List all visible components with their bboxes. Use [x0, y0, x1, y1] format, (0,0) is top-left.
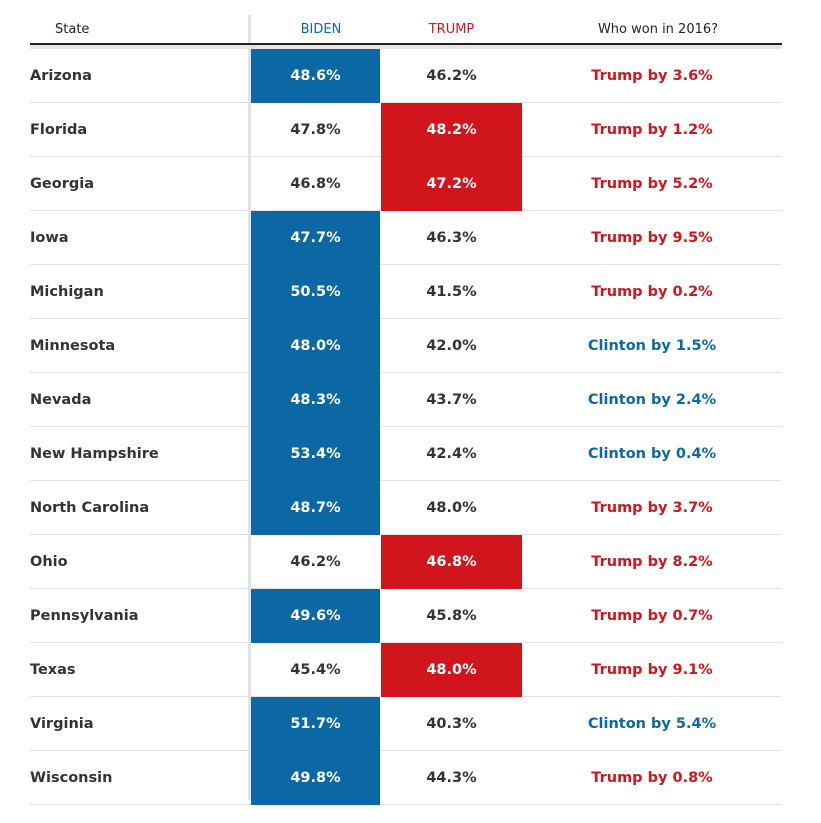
trump-value: 44.3% [426, 770, 477, 786]
biden-value: 51.7% [251, 697, 380, 751]
won-2016: Trump by 9.5% [591, 230, 713, 246]
biden-value: 49.8% [251, 751, 380, 805]
table-row: Wisconsin 49.8% 44.3% Trump by 0.8% [30, 751, 782, 805]
table-row: North Carolina 48.7% 48.0% Trump by 3.7% [30, 481, 782, 535]
state-name: Minnesota [30, 338, 116, 354]
table-header: State BIDEN TRUMP Who won in 2016? [30, 15, 782, 45]
table-row: Iowa 47.7% 46.3% Trump by 9.5% [30, 211, 782, 265]
won-2016: Clinton by 1.5% [587, 338, 717, 354]
table-row: New Hampshire 53.4% 42.4% Clinton by 0.4% [30, 427, 782, 481]
state-name: New Hampshire [30, 446, 159, 462]
biden-value: 46.8% [290, 176, 341, 192]
table-row: Nevada 48.3% 43.7% Clinton by 2.4% [30, 373, 782, 427]
header-state: State [55, 22, 90, 37]
biden-value: 47.7% [251, 211, 380, 265]
header-biden: BIDEN [300, 22, 342, 37]
table-row: Pennsylvania 49.6% 45.8% Trump by 0.7% [30, 589, 782, 643]
state-name: Florida [30, 122, 88, 138]
won-2016: Trump by 0.7% [591, 608, 713, 624]
state-name: Iowa [30, 230, 69, 246]
table-row: Virginia 51.7% 40.3% Clinton by 5.4% [30, 697, 782, 751]
biden-value: 49.6% [251, 589, 380, 643]
table-row: Arizona 48.6% 46.2% Trump by 3.6% [30, 49, 782, 103]
biden-value: 46.2% [290, 554, 341, 570]
won-2016: Trump by 9.1% [591, 662, 713, 678]
won-2016: Trump by 3.7% [591, 500, 713, 516]
table-row: Minnesota 48.0% 42.0% Clinton by 1.5% [30, 319, 782, 373]
header-separator [30, 45, 782, 49]
state-name: Georgia [30, 176, 94, 192]
trump-value: 41.5% [426, 284, 477, 300]
table-row: Michigan 50.5% 41.5% Trump by 0.2% [30, 265, 782, 319]
won-2016: Trump by 1.2% [591, 122, 713, 138]
polls-table: State BIDEN TRUMP Who won in 2016? Arizo… [30, 15, 782, 805]
table-row: Texas 45.4% 48.0% Trump by 9.1% [30, 643, 782, 697]
table-row: Georgia 46.8% 47.2% Trump by 5.2% [30, 157, 782, 211]
state-name: Nevada [30, 392, 92, 408]
trump-value: 46.2% [426, 68, 477, 84]
trump-value: 47.2% [381, 157, 522, 211]
trump-value: 48.2% [381, 103, 522, 157]
trump-value: 48.0% [426, 500, 477, 516]
trump-value: 42.4% [426, 446, 477, 462]
won-2016: Trump by 0.8% [591, 770, 713, 786]
biden-value: 48.7% [251, 481, 380, 535]
state-name: Texas [30, 662, 76, 678]
state-name: Arizona [30, 68, 92, 84]
biden-value: 48.6% [251, 49, 380, 103]
table-row: Florida 47.8% 48.2% Trump by 1.2% [30, 103, 782, 157]
trump-value: 48.0% [381, 643, 522, 697]
state-name: Virginia [30, 716, 94, 732]
won-2016: Clinton by 5.4% [587, 716, 717, 732]
state-name: Pennsylvania [30, 608, 139, 624]
won-2016: Clinton by 0.4% [587, 446, 717, 462]
trump-value: 45.8% [426, 608, 477, 624]
column-divider [248, 15, 251, 800]
won-2016: Clinton by 2.4% [587, 392, 717, 408]
trump-value: 40.3% [426, 716, 477, 732]
trump-value: 42.0% [426, 338, 477, 354]
state-name: Ohio [30, 554, 68, 570]
header-who-won-2016: Who won in 2016? [597, 22, 719, 37]
state-name: North Carolina [30, 500, 150, 516]
trump-value: 46.8% [381, 535, 522, 589]
won-2016: Trump by 5.2% [591, 176, 713, 192]
biden-value: 50.5% [251, 265, 380, 319]
won-2016: Trump by 0.2% [591, 284, 713, 300]
state-name: Wisconsin [30, 770, 113, 786]
biden-value: 47.8% [290, 122, 341, 138]
state-name: Michigan [30, 284, 104, 300]
biden-value: 48.3% [251, 373, 380, 427]
trump-value: 46.3% [426, 230, 477, 246]
biden-value: 53.4% [251, 427, 380, 481]
trump-value: 43.7% [426, 392, 477, 408]
biden-value: 45.4% [290, 662, 341, 678]
won-2016: Trump by 8.2% [591, 554, 713, 570]
header-trump: TRUMP [428, 22, 475, 37]
biden-value: 48.0% [251, 319, 380, 373]
table-row: Ohio 46.2% 46.8% Trump by 8.2% [30, 535, 782, 589]
won-2016: Trump by 3.6% [591, 68, 713, 84]
